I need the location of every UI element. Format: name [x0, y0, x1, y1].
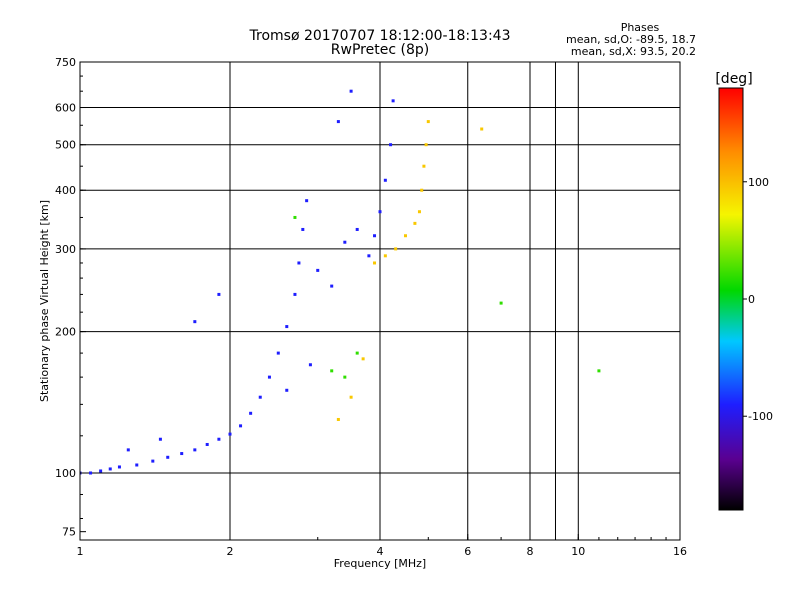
y-tick-label: 300 — [55, 243, 76, 256]
echo-point — [151, 459, 155, 463]
colorbar-tick-label: -100 — [748, 410, 773, 423]
echo-point — [228, 432, 232, 436]
echo-point — [276, 351, 280, 355]
colorbar-tick-label: 0 — [748, 293, 755, 306]
phase-stats-heading: Phases — [621, 21, 660, 34]
echo-point — [293, 292, 297, 296]
y-tick-label: 600 — [55, 102, 76, 115]
echo-point — [330, 284, 334, 288]
echo-point — [285, 325, 289, 329]
echo-point — [355, 351, 359, 355]
echo-point — [308, 363, 312, 367]
phase-stats-o: mean, sd,O: -89.5, 18.7 — [566, 33, 696, 46]
phase-stats-x: mean, sd,X: 93.5, 20.2 — [571, 45, 696, 58]
x-tick-label: 8 — [527, 545, 534, 558]
y-tick-label: 100 — [55, 467, 76, 480]
echo-point — [126, 448, 130, 452]
echo-point — [99, 469, 103, 473]
echo-point — [193, 320, 197, 324]
x-tick-label: 4 — [377, 545, 384, 558]
echo-point — [267, 375, 271, 379]
echo-point — [135, 463, 139, 467]
echo-point — [297, 261, 301, 265]
echo-point — [378, 210, 382, 214]
echo-point — [367, 254, 371, 258]
echo-point — [355, 227, 359, 231]
echo-point — [480, 127, 484, 131]
x-tick-label: 16 — [673, 545, 687, 558]
echo-point — [389, 143, 393, 147]
chart-subtitle: RwPretec (8p) — [331, 42, 429, 58]
echo-point — [217, 437, 221, 441]
echo-point — [249, 411, 253, 415]
echo-point — [420, 188, 424, 192]
echo-point — [422, 164, 426, 168]
echo-point — [330, 369, 334, 373]
y-tick-label: 200 — [55, 326, 76, 339]
echo-point — [205, 442, 209, 446]
echo-point — [424, 143, 428, 147]
x-tick-label: 10 — [571, 545, 585, 558]
echo-point — [89, 471, 93, 475]
echo-point — [373, 234, 377, 238]
echo-point — [343, 375, 347, 379]
colorbar-tick-label: 100 — [748, 176, 769, 189]
echo-points — [80, 89, 601, 475]
x-axis-ticks: 1 2 4 6 8 10 16 — [77, 534, 687, 558]
echo-point — [301, 227, 305, 231]
echo-point — [349, 89, 353, 93]
x-tick-label: 2 — [227, 545, 234, 558]
echo-point — [349, 395, 353, 399]
echo-point — [293, 215, 297, 219]
x-axis-label: Frequency [MHz] — [334, 557, 426, 570]
echo-point — [158, 437, 162, 441]
echo-point — [166, 455, 170, 459]
colorbar-label: [deg] — [715, 71, 752, 87]
echo-point — [336, 417, 340, 421]
echo-point — [336, 120, 340, 124]
echo-point — [239, 424, 243, 428]
y-axis-ticks: 75 100 200 300 400 500 600 750 — [55, 56, 86, 539]
x-tick-label: 1 — [77, 545, 84, 558]
echo-point — [417, 210, 421, 214]
echo-point — [499, 301, 503, 305]
echo-point — [343, 240, 347, 244]
echo-point — [217, 292, 221, 296]
echo-point — [316, 268, 320, 272]
echo-point — [361, 357, 365, 361]
y-tick-label: 75 — [62, 526, 76, 539]
y-tick-label: 500 — [55, 139, 76, 152]
echo-point — [383, 254, 387, 258]
y-axis-label: Stationary phase Virtual Height [km] — [38, 200, 51, 402]
echo-point — [180, 452, 184, 456]
echo-point — [373, 261, 377, 265]
echo-point — [117, 465, 121, 469]
y-tick-label: 400 — [55, 184, 76, 197]
echo-point — [426, 120, 430, 124]
echo-point — [394, 247, 398, 251]
echo-point — [597, 369, 601, 373]
y-tick-label: 750 — [55, 56, 76, 69]
echo-point — [305, 199, 309, 203]
colorbar-ticks: 100 0 -100 — [743, 176, 773, 423]
x-tick-label: 6 — [464, 545, 471, 558]
chart-title: Tromsø 20170707 18:12:00-18:13:43 — [249, 28, 511, 44]
echo-point — [391, 99, 395, 103]
echo-point — [258, 395, 262, 399]
grid-lines — [80, 62, 680, 540]
echo-point — [413, 221, 417, 225]
colorbar — [718, 87, 744, 511]
echo-point — [193, 448, 197, 452]
echo-point — [285, 388, 289, 392]
echo-point — [383, 178, 387, 182]
echo-point — [108, 467, 112, 471]
echo-point — [403, 234, 407, 238]
